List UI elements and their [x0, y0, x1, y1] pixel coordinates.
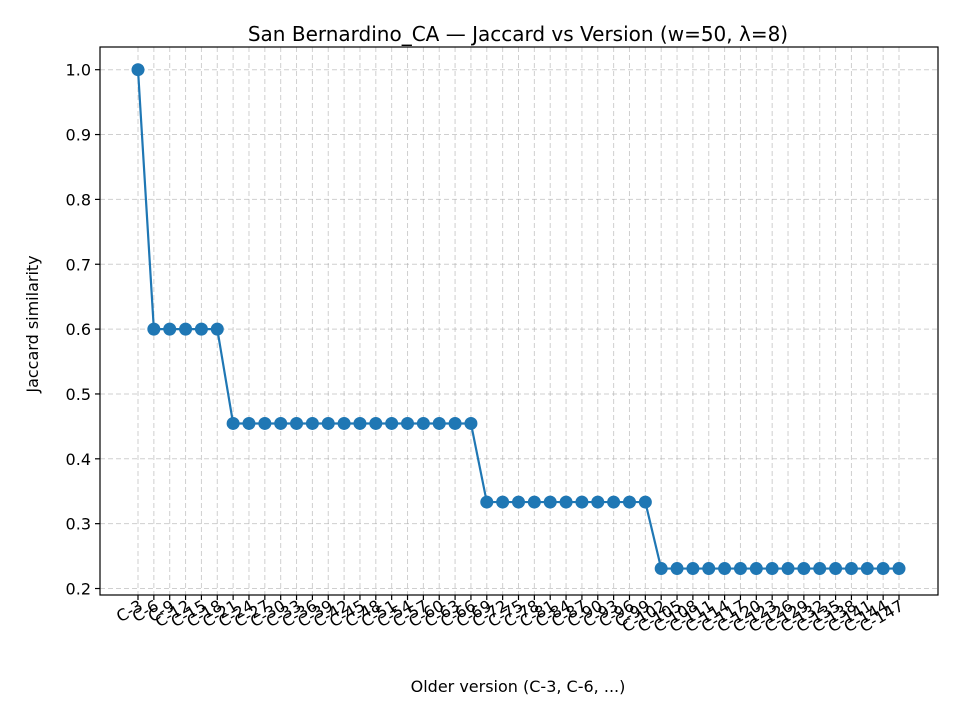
data-point	[163, 322, 177, 336]
data-point	[210, 322, 224, 336]
data-point	[337, 416, 351, 430]
data-point	[622, 495, 636, 509]
data-point	[607, 495, 621, 509]
y-tick-label: 0.8	[66, 190, 91, 209]
data-point	[401, 416, 415, 430]
data-point	[512, 495, 525, 509]
data-point	[290, 416, 304, 430]
data-point	[258, 416, 272, 430]
data-point	[702, 562, 716, 576]
data-point	[543, 495, 557, 509]
data-point	[575, 495, 589, 509]
data-point	[591, 495, 605, 509]
data-point	[876, 562, 890, 576]
data-point	[385, 416, 399, 430]
x-axis-label: Older version (C-3, C-6, ...)	[411, 677, 626, 696]
data-point	[797, 562, 811, 576]
data-point	[448, 416, 462, 430]
data-point	[749, 562, 763, 576]
data-point	[559, 495, 573, 509]
plot-frame	[99, 46, 939, 596]
grid-layer	[100, 47, 938, 595]
data-point	[353, 416, 367, 430]
data-point	[670, 562, 684, 576]
data-point	[274, 416, 288, 430]
data-point	[480, 495, 494, 509]
data-point	[147, 322, 161, 336]
data-point	[781, 562, 795, 576]
data-point	[226, 416, 240, 430]
y-tick-label: 0.7	[66, 255, 91, 274]
data-point	[321, 416, 335, 430]
data-point	[179, 322, 193, 336]
data-point	[194, 322, 208, 336]
data-point	[813, 562, 827, 576]
data-point	[860, 562, 874, 576]
y-tick-label: 0.9	[66, 126, 91, 145]
data-point	[131, 63, 145, 77]
y-tick-label: 0.6	[66, 320, 91, 339]
data-point	[432, 416, 446, 430]
data-point	[718, 562, 732, 576]
data-point	[733, 562, 747, 576]
y-axis-label: Jaccard similarity	[23, 255, 42, 393]
data-point	[765, 562, 779, 576]
data-point	[496, 495, 510, 509]
y-tick-label: 0.4	[66, 450, 91, 469]
data-point	[638, 495, 652, 509]
data-point	[892, 562, 906, 576]
data-point	[416, 416, 430, 430]
data-point	[686, 562, 700, 576]
data-point	[305, 416, 319, 430]
y-tick-label: 0.3	[66, 515, 91, 534]
data-point	[527, 495, 541, 509]
data-point	[464, 416, 478, 430]
data-point	[654, 562, 668, 576]
y-tick-label: 1.0	[66, 61, 91, 80]
data-point	[844, 562, 858, 576]
data-point	[242, 416, 256, 430]
y-tick-label: 0.5	[66, 385, 91, 404]
y-tick-label: 0.2	[66, 580, 91, 599]
chart-title: San Bernardino_CA — Jaccard vs Version (…	[248, 22, 788, 46]
series-layer	[131, 63, 906, 576]
data-point	[829, 562, 843, 576]
data-point	[369, 416, 383, 430]
axis-layer: C-3C-6C-9C-12C-15C-18C-21C-24C-27C-30C-3…	[66, 46, 939, 636]
